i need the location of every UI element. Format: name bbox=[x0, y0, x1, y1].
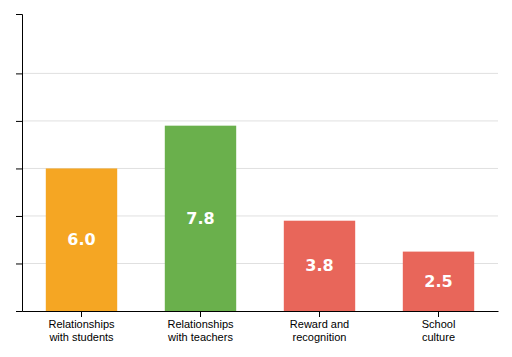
x-axis-line bbox=[23, 311, 499, 312]
y-tick-line bbox=[16, 73, 22, 74]
data-label: 7.8 bbox=[186, 209, 214, 228]
x-tick-line bbox=[81, 311, 82, 317]
plot: Relationshipswith studentsRelationshipsw… bbox=[16, 15, 499, 344]
x-tick-label-line: Reward and bbox=[290, 318, 349, 330]
y-axis-line bbox=[16, 15, 23, 312]
y-tick bbox=[16, 216, 22, 217]
data-label: 3.8 bbox=[305, 256, 333, 275]
x-tick: Schoolculture bbox=[422, 311, 456, 343]
y-tick-line bbox=[16, 216, 22, 217]
y-tick bbox=[16, 168, 22, 169]
x-tick-label-line: Relationships bbox=[167, 318, 234, 330]
bars bbox=[46, 126, 474, 311]
x-tick-label-line: with teachers bbox=[167, 331, 233, 343]
x-tick: Relationshipswith students bbox=[48, 311, 115, 343]
x-axis: Relationshipswith studentsRelationshipsw… bbox=[23, 311, 499, 343]
x-tick-line bbox=[319, 311, 320, 317]
grid-line bbox=[22, 73, 498, 74]
x-tick-label-line: culture bbox=[422, 331, 455, 343]
x-tick-label-line: with students bbox=[48, 331, 114, 343]
bar bbox=[46, 168, 117, 311]
x-tick: Relationshipswith teachers bbox=[167, 311, 234, 343]
x-tick-label: Relationshipswith teachers bbox=[167, 318, 234, 343]
y-axis bbox=[16, 15, 23, 312]
chart-svg: Relationshipswith studentsRelationshipsw… bbox=[0, 0, 512, 357]
y-tick bbox=[16, 263, 22, 264]
y-tick bbox=[16, 121, 22, 122]
grid-line bbox=[22, 120, 498, 121]
y-tick-line bbox=[16, 168, 22, 169]
x-tick-line bbox=[200, 311, 201, 317]
data-label: 2.5 bbox=[424, 272, 452, 291]
x-tick-label: Relationshipswith students bbox=[48, 318, 115, 343]
x-tick-label: Schoolculture bbox=[422, 318, 456, 343]
data-labels: 6.0 7.8 3.8 2.5 bbox=[67, 209, 452, 291]
y-tick-line bbox=[16, 263, 22, 264]
y-tick-line bbox=[16, 121, 22, 122]
x-tick-label-line: Relationships bbox=[48, 318, 115, 330]
bar bbox=[403, 252, 474, 311]
data-label: 6.0 bbox=[67, 230, 95, 249]
bar bbox=[284, 221, 355, 311]
y-tick bbox=[16, 73, 22, 74]
x-tick-label: Reward andrecognition bbox=[290, 318, 349, 343]
x-tick-line bbox=[438, 311, 439, 317]
bar bbox=[165, 126, 236, 311]
x-tick: Reward andrecognition bbox=[290, 311, 349, 343]
x-tick-label-line: School bbox=[422, 318, 456, 330]
chart-container: Relationshipswith studentsRelationshipsw… bbox=[0, 0, 512, 357]
x-tick-label-line: recognition bbox=[293, 331, 347, 343]
